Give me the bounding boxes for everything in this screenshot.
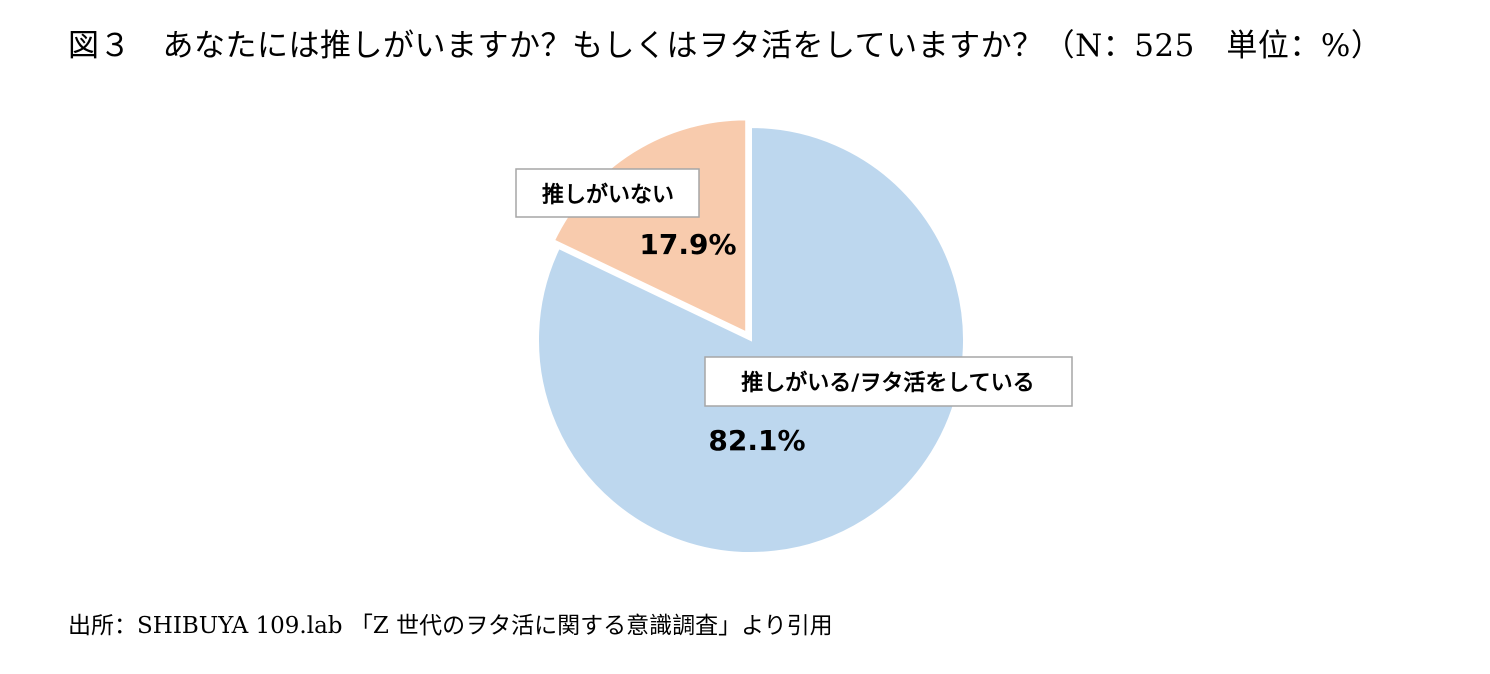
slice-label-box: [515, 168, 700, 218]
slice-category-label: 推しがいない: [542, 182, 674, 208]
slice-value-label: 82.1%: [708, 424, 805, 457]
slice-value-label: 17.9%: [639, 228, 736, 261]
chart-title: 図３ あなたには推しがいますか？もしくはヲタ活をしていますか？（N：525 単位…: [68, 28, 1383, 64]
slice-category-label: 推しがいる/ヲタ活をしている: [741, 370, 1034, 396]
slice-labels: 推しがいる/ヲタ活をしている 82.1% 推しがいない 17.9%: [515, 168, 1073, 457]
source-note: 出所：SHIBUYA 109.lab 「Z 世代のヲタ活に関する意識調査」より引…: [68, 613, 833, 639]
pie-slice: [537, 125, 965, 554]
slice-label-box: [704, 356, 1073, 407]
